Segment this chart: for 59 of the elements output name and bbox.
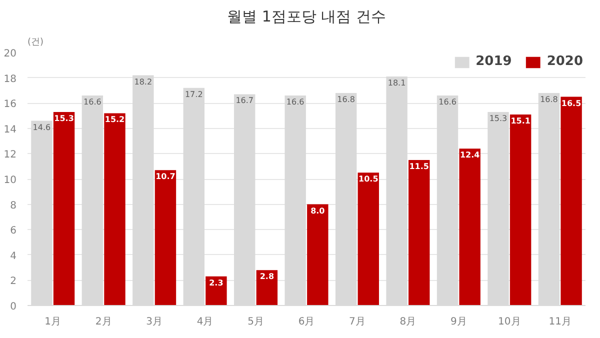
- bar: [408, 160, 430, 306]
- x-tick-label: 11月: [548, 316, 572, 328]
- data-label: 8.0: [310, 206, 326, 216]
- x-tick-label: 3月: [146, 316, 163, 328]
- data-label: 12.4: [460, 150, 480, 160]
- data-label: 2.3: [209, 278, 224, 288]
- data-label: 16.7: [236, 96, 254, 106]
- x-tick-label: 4月: [196, 316, 214, 328]
- data-label: 11.5: [409, 162, 430, 172]
- x-tick-label: 1月: [44, 316, 62, 328]
- bar: [256, 270, 278, 306]
- y-tick-label: 12: [4, 150, 17, 161]
- data-label: 16.6: [84, 98, 102, 107]
- data-label: 18.1: [388, 78, 406, 88]
- legend-label: 2019: [476, 54, 512, 69]
- data-label: 2.8: [260, 272, 274, 282]
- y-tick-label: 18: [4, 74, 17, 85]
- x-tick-label: 7月: [349, 316, 366, 328]
- y-tick-label: 14: [4, 124, 17, 136]
- data-label: 10.7: [156, 172, 176, 182]
- bar: [459, 148, 480, 306]
- data-label: 18.2: [134, 77, 152, 86]
- bar: [154, 170, 176, 306]
- y-tick-label: 4: [10, 250, 17, 262]
- x-tick-label: 6月: [298, 316, 315, 328]
- data-label: 14.6: [32, 122, 51, 132]
- x-tick-label: 5月: [248, 316, 264, 328]
- bar: [307, 204, 328, 306]
- chart-title: 월별 1점포당 내점 건수: [227, 8, 386, 26]
- bar: [510, 114, 532, 306]
- x-tick-label: 2月: [95, 316, 112, 328]
- data-label: 15.3: [489, 114, 508, 123]
- data-label: 15.2: [104, 115, 125, 124]
- bar: [358, 172, 379, 306]
- data-label: 16.5: [561, 98, 582, 108]
- y-tick-label: 16: [4, 99, 17, 110]
- bar: [206, 276, 227, 306]
- data-label: 16.8: [540, 94, 558, 104]
- x-tick-label: 8月: [400, 316, 416, 328]
- data-label: 15.3: [54, 114, 74, 123]
- y-axis-title: (건): [28, 38, 44, 48]
- legend-label: 2020: [546, 54, 583, 69]
- x-tick-label: 10月: [498, 316, 521, 328]
- bar: [104, 113, 126, 306]
- y-tick-label: 10: [4, 175, 17, 186]
- data-label: 16.6: [438, 98, 456, 107]
- bar: [560, 96, 582, 306]
- bar: [53, 112, 75, 306]
- y-tick-label: 20: [4, 48, 17, 60]
- data-label: 10.5: [358, 174, 379, 184]
- y-tick-label: 8: [10, 200, 17, 212]
- y-tick-label: 2: [10, 276, 17, 288]
- data-label: 16.8: [337, 94, 355, 104]
- x-tick-label: 9月: [450, 316, 467, 328]
- y-tick-label: 6: [10, 226, 17, 237]
- data-label: 15.1: [510, 116, 531, 126]
- y-tick-label: 0: [10, 302, 17, 312]
- data-label: 16.6: [286, 98, 304, 107]
- data-label: 17.2: [184, 90, 203, 99]
